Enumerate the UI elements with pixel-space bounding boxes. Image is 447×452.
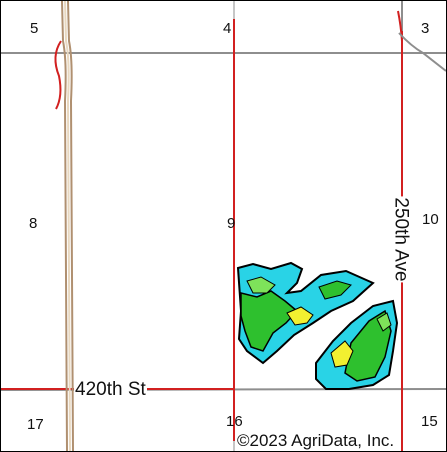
- section-label-17: 17: [27, 416, 44, 433]
- road-label-250th-ave: 250th Ave: [390, 196, 412, 283]
- section-label-4: 4: [223, 20, 232, 37]
- section-label-10: 10: [422, 211, 439, 228]
- highway-left-rail: [61, 1, 68, 451]
- section-label-16: 16: [226, 413, 243, 430]
- red-road-west-curve: [54, 40, 62, 110]
- section-label-5: 5: [30, 20, 39, 37]
- section-label-15: 15: [421, 413, 438, 430]
- section-label-3: 3: [421, 20, 430, 37]
- soil-unit-green-west-2: [318, 280, 352, 300]
- road-label-420th-st: 420th St: [74, 379, 147, 400]
- soil-unit-yellow-east: [330, 340, 354, 368]
- red-road-ne-curve: [397, 10, 403, 42]
- soil-unit-lime-west: [246, 276, 276, 294]
- soil-field-west: [236, 261, 375, 365]
- highway-center: [64, 1, 71, 451]
- soil-unit-yellow-west: [286, 306, 314, 326]
- soil-unit-green-east: [344, 309, 392, 382]
- highway-right-rail: [67, 1, 74, 451]
- soil-field-east: [315, 299, 399, 390]
- gray-road-ne-diagonal: [398, 32, 446, 72]
- copyright-text: ©2023 AgriData, Inc.: [237, 431, 395, 450]
- section-label-9: 9: [227, 215, 236, 232]
- section-label-8: 8: [29, 215, 38, 232]
- soil-unit-lime-east: [376, 312, 392, 332]
